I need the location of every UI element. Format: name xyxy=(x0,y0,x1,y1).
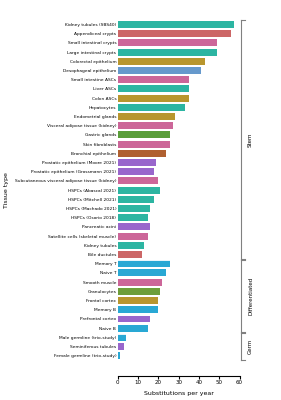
Bar xyxy=(118,316,150,322)
Bar xyxy=(118,141,171,148)
Text: Differentiated: Differentiated xyxy=(248,277,253,315)
Bar xyxy=(118,86,189,92)
Bar xyxy=(118,122,173,129)
Bar xyxy=(118,224,150,230)
Bar xyxy=(118,279,162,286)
Bar xyxy=(118,95,189,102)
Bar xyxy=(118,76,189,83)
Bar xyxy=(118,325,148,332)
Bar xyxy=(118,205,150,212)
Bar xyxy=(118,260,171,267)
Bar xyxy=(118,233,148,240)
Bar xyxy=(118,214,148,221)
X-axis label: Substitutions per year: Substitutions per year xyxy=(144,391,214,396)
Bar xyxy=(118,288,160,295)
Bar xyxy=(118,58,205,65)
Bar xyxy=(118,159,156,166)
Bar xyxy=(118,178,158,184)
Bar xyxy=(118,21,234,28)
Bar xyxy=(118,242,144,249)
Text: Stem: Stem xyxy=(248,132,253,147)
Bar xyxy=(118,187,160,194)
Bar xyxy=(118,168,154,175)
Bar xyxy=(118,334,126,341)
Bar xyxy=(118,113,175,120)
Bar xyxy=(118,150,166,157)
Bar xyxy=(118,132,171,138)
Text: Germ: Germ xyxy=(248,339,253,354)
Bar xyxy=(118,251,142,258)
Bar xyxy=(118,40,217,46)
Bar xyxy=(118,352,120,359)
Bar xyxy=(118,49,217,56)
Bar xyxy=(118,104,185,111)
Bar xyxy=(118,343,124,350)
Bar xyxy=(118,306,158,313)
Bar xyxy=(118,67,201,74)
Bar xyxy=(118,270,166,276)
Y-axis label: Tissue type: Tissue type xyxy=(4,172,9,208)
Bar xyxy=(118,30,232,37)
Bar xyxy=(118,196,154,203)
Bar xyxy=(118,297,158,304)
